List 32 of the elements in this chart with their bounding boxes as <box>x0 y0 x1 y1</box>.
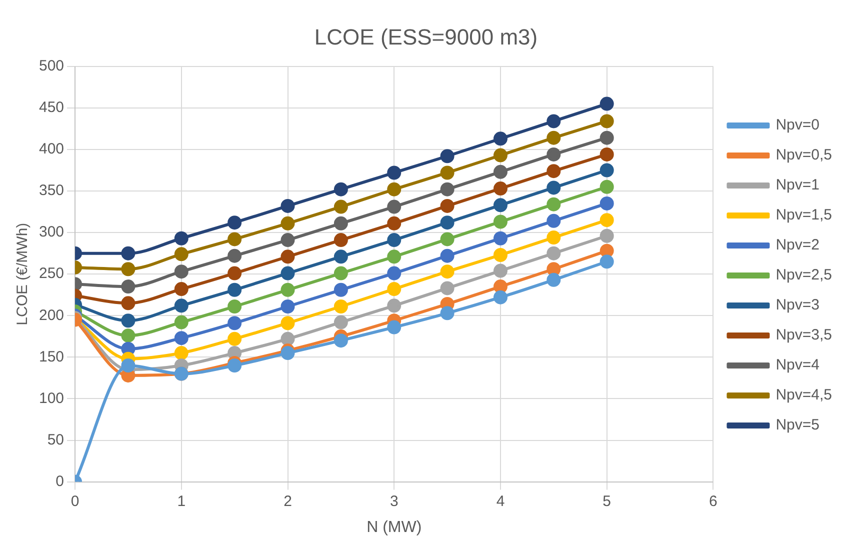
legend-label: Npv=5 <box>776 416 820 434</box>
x-tick-label: 4 <box>496 492 505 510</box>
legend-label: Npv=3,5 <box>776 326 832 344</box>
y-tick-label: 200 <box>38 306 64 324</box>
legend-label: Npv=2,5 <box>776 266 832 284</box>
legend-label: Npv=4,5 <box>776 386 832 404</box>
x-tick-label: 1 <box>177 492 186 510</box>
legend-label: Npv=1 <box>776 176 820 194</box>
y-tick-label: 450 <box>38 99 64 116</box>
x-tick-label: 2 <box>284 492 292 510</box>
y-tick-label: 100 <box>38 390 64 407</box>
y-tick-label: 300 <box>38 224 64 241</box>
legend-label: Npv=2 <box>776 236 820 254</box>
x-tick-label: 3 <box>390 492 398 510</box>
y-tick-label: 50 <box>47 431 64 448</box>
y-tick-label: 350 <box>38 182 64 200</box>
chart-title: LCOE (ESS=9000 m3) <box>314 24 538 50</box>
y-tick-label: 250 <box>38 265 64 282</box>
legend-label: Npv=0,5 <box>776 146 832 164</box>
x-tick-label: 5 <box>602 492 612 510</box>
y-axis-title: LCOE (€/MWh) <box>14 222 32 326</box>
y-tick-label: 150 <box>38 348 64 366</box>
legend-label: Npv=0 <box>776 116 820 134</box>
legend-label: Npv=1,5 <box>776 206 832 224</box>
x-axis-title: N (MW) <box>366 518 422 536</box>
y-tick-label: 400 <box>38 140 64 158</box>
legend-label: Npv=4 <box>776 356 820 374</box>
x-tick-label: 6 <box>709 492 718 510</box>
y-tick-label: 500 <box>38 58 64 75</box>
y-tick-label: 0 <box>56 472 64 490</box>
x-tick-label: 0 <box>70 492 80 510</box>
legend-label: Npv=3 <box>776 296 820 314</box>
